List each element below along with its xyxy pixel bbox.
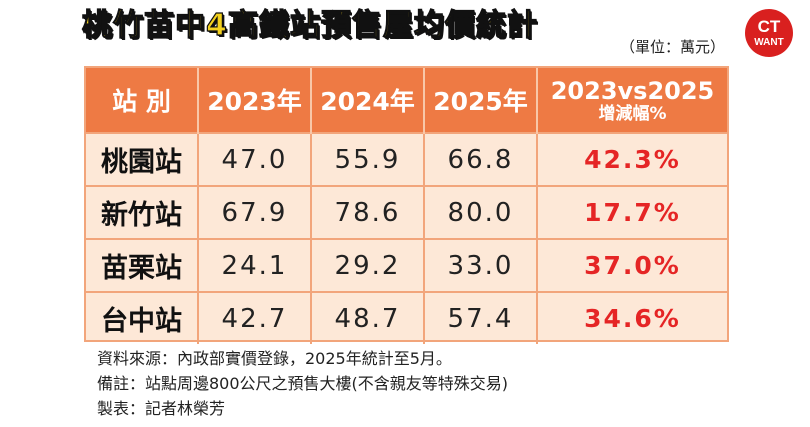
- page-title: 桃竹苗中4高鐵站預售屋均價統計: [81, 7, 538, 43]
- value-cell-2025: 80.0: [424, 185, 538, 239]
- value-cell-2024: 55.9: [311, 132, 425, 186]
- value-cell-2023: 42.7: [198, 291, 312, 344]
- source-note: 資料來源：內政部實價登錄，2025年統計至5月。: [97, 349, 452, 368]
- value-cell-2023: 47.0: [198, 132, 312, 186]
- station-cell: 新竹站: [86, 185, 199, 239]
- logo-text-line1: CT: [758, 17, 781, 36]
- header-change: 2023vs2025 增減幅%: [537, 68, 727, 133]
- table-row: 桃園站 47.0 55.9 66.8 42.3%: [86, 132, 727, 186]
- footnotes: 資料來源：內政部實價登錄，2025年統計至5月。 備註：站點周邊800公尺之預售…: [97, 346, 508, 421]
- value-cell-2023: 67.9: [198, 185, 312, 239]
- value-cell-2025: 66.8: [424, 132, 538, 186]
- change-cell: 42.3%: [537, 132, 727, 186]
- table-header-row: 站 別 2023年 2024年 2025年 2023vs2025 增減幅%: [86, 68, 727, 133]
- value-cell-2023: 24.1: [198, 238, 312, 292]
- value-cell-2025: 33.0: [424, 238, 538, 292]
- header-change-line2: 增減幅%: [598, 104, 667, 124]
- station-cell: 桃園站: [86, 132, 199, 186]
- header-station: 站 別: [86, 68, 199, 133]
- price-table: 站 別 2023年 2024年 2025年 2023vs2025 增減幅% 桃園…: [84, 66, 729, 344]
- author-note: 製表：記者林榮芳: [97, 399, 226, 418]
- change-cell: 17.7%: [537, 185, 727, 239]
- remark-note: 備註：站點周邊800公尺之預售大樓(不含親友等特殊交易): [97, 374, 509, 393]
- table-row: 台中站 42.7 48.7 57.4 34.6%: [86, 291, 727, 344]
- unit-label: （單位：萬元）: [620, 38, 726, 56]
- change-cell: 37.0%: [537, 238, 727, 292]
- value-cell-2024: 78.6: [311, 185, 425, 239]
- station-cell: 台中站: [86, 291, 199, 344]
- value-cell-2024: 48.7: [311, 291, 425, 344]
- ctwant-logo: CT WANT: [744, 8, 794, 58]
- logo-text-line2: WANT: [754, 37, 783, 48]
- header-2023: 2023年: [198, 68, 312, 133]
- value-cell-2024: 29.2: [311, 238, 425, 292]
- value-cell-2025: 57.4: [424, 291, 538, 344]
- header-2025: 2025年: [424, 68, 538, 133]
- station-cell: 苗栗站: [86, 238, 199, 292]
- header-2024: 2024年: [311, 68, 425, 133]
- change-cell: 34.6%: [537, 291, 727, 344]
- header-change-line1: 2023vs2025: [550, 77, 715, 105]
- table-row: 新竹站 67.9 78.6 80.0 17.7%: [86, 185, 727, 239]
- table-row: 苗栗站 24.1 29.2 33.0 37.0%: [86, 238, 727, 292]
